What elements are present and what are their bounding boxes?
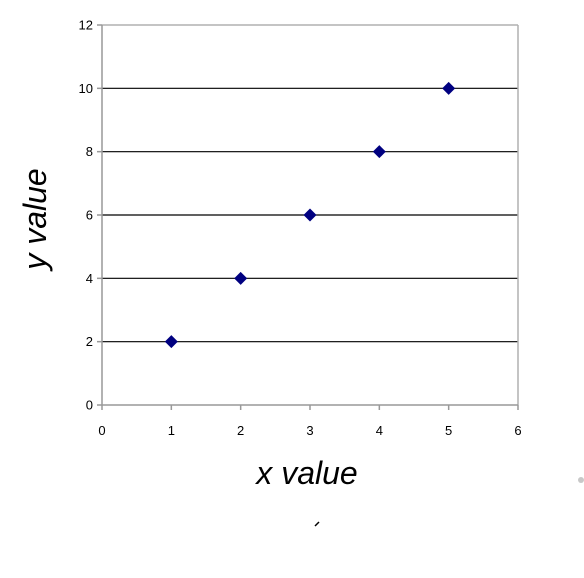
decorative-mark: [314, 521, 320, 527]
y-tick-labels: 0 2 4 6 8 10 12: [79, 18, 93, 413]
x-tick-label-2: 2: [237, 423, 244, 438]
x-tick-labels: 0 1 2 3 4 5 6: [98, 423, 521, 438]
data-points: [164, 81, 456, 349]
y-axis-title: y value: [17, 168, 53, 271]
x-tick-label-5: 5: [445, 423, 452, 438]
y-tick-label-2: 2: [86, 334, 93, 349]
x-tick-label-0: 0: [98, 423, 105, 438]
x-tick-label-1: 1: [168, 423, 175, 438]
data-point-3: [303, 208, 317, 222]
gridlines: [102, 24, 518, 343]
x-axis-title: x value: [254, 455, 357, 491]
axes: [97, 24, 519, 410]
x-tick-label-4: 4: [376, 423, 383, 438]
data-point-4: [372, 145, 386, 159]
y-tick-label-4: 4: [86, 271, 93, 286]
y-tick-label-0: 0: [86, 398, 93, 413]
decorative-dot: [578, 477, 584, 483]
x-tick-label-3: 3: [306, 423, 313, 438]
data-point-1: [164, 335, 178, 349]
y-tick-label-12: 12: [79, 18, 93, 33]
y-tick-label-10: 10: [79, 81, 93, 96]
x-tick-label-6: 6: [514, 423, 521, 438]
data-point-2: [234, 271, 248, 285]
y-tick-label-6: 6: [86, 208, 93, 223]
y-tick-label-8: 8: [86, 144, 93, 159]
data-point-5: [442, 81, 456, 95]
